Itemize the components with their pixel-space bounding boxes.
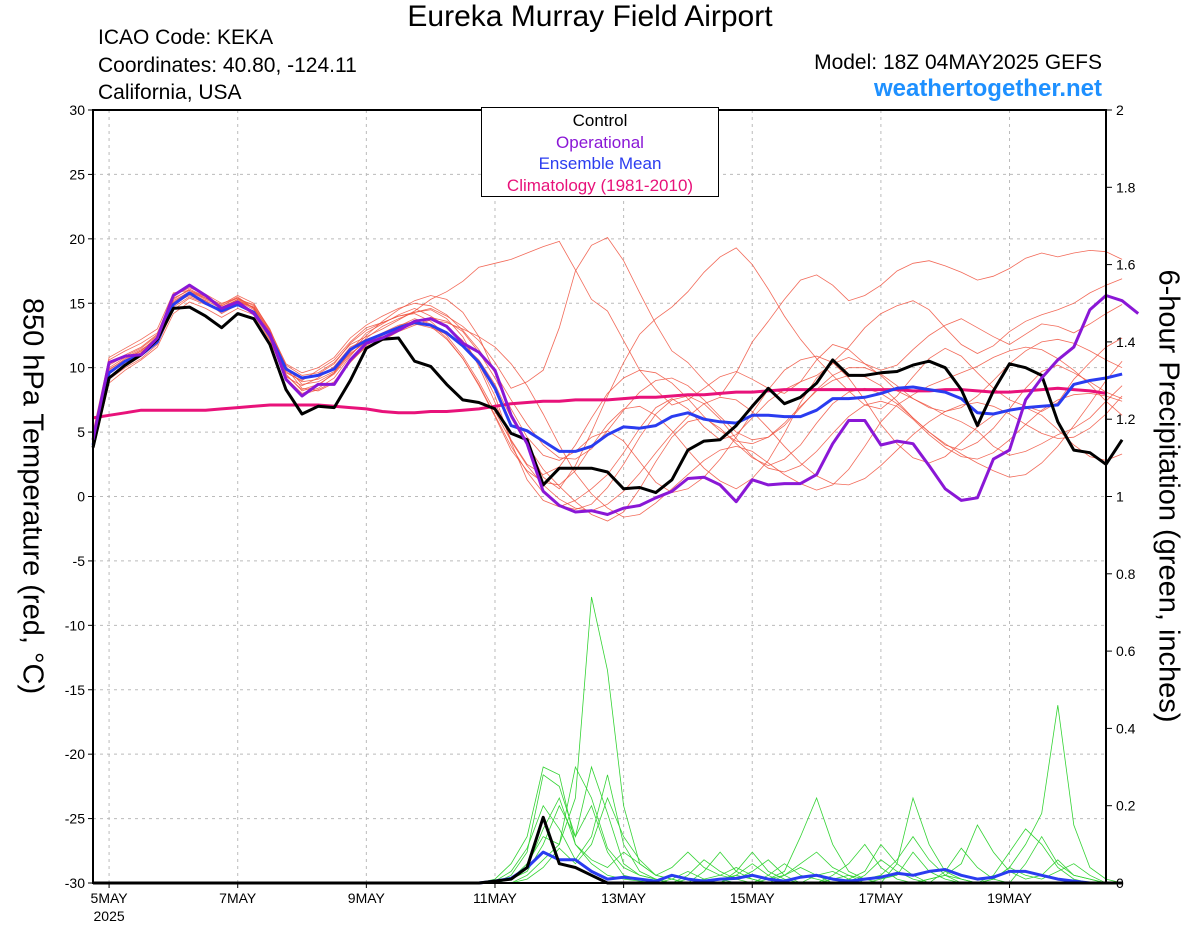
temperature-member-line	[92, 292, 1123, 510]
chart-title: Eureka Murray Field Airport	[407, 0, 773, 33]
precip-member-line	[93, 766, 1123, 884]
y-right-tick-label: 0.8	[1116, 566, 1136, 582]
temperature-member-line	[92, 296, 1123, 494]
y-right-tick-label: 0	[1116, 875, 1124, 891]
region: California, USA	[98, 81, 242, 104]
temperature-member-line	[92, 288, 1123, 508]
legend-operational: Operational	[556, 132, 644, 152]
x-axis-ticks: 5MAY 2025 7MAY 9MAY 11MAY 13MAY 15MAY 17MAY 19MA…	[91, 883, 1033, 924]
y-left-tick-label: 30	[69, 102, 85, 118]
y-axis-left-label: 850 hPa Temperature (red, °C)	[16, 297, 49, 695]
y-right-tick-label: 1.2	[1116, 411, 1136, 427]
y-left-tick-label: -25	[65, 811, 85, 827]
y-right-tick-label: 1	[1116, 489, 1124, 505]
y-right-tick-label: 2	[1116, 102, 1124, 118]
legend-ensemble-mean: Ensemble Mean	[538, 154, 662, 173]
x-tick-label: 13MAY	[601, 890, 647, 906]
precip-member-line	[93, 796, 1123, 884]
x-tick-label: 15MAY	[730, 890, 776, 906]
ensemble-members-precipitation	[93, 596, 1123, 884]
x-tick-label: 5MAY	[91, 890, 129, 906]
y-axis-right-label: 6-hour Precipitation (green, inches)	[1152, 269, 1185, 723]
y-left-tick-label: -20	[65, 746, 85, 762]
y-right-tick-label: 0.2	[1116, 798, 1136, 814]
temperature-member-line	[92, 278, 1123, 490]
y-right-tick-label: 1.4	[1116, 334, 1136, 350]
y-right-tick-label: 0.4	[1116, 720, 1136, 736]
x-tick-label: 11MAY	[473, 890, 517, 906]
x-tick-label: 19MAY	[987, 890, 1033, 906]
gridlines	[93, 110, 1106, 883]
y-left-tick-label: 0	[77, 489, 85, 505]
icao-code: ICAO Code: KEKA	[98, 26, 274, 49]
model-run: Model: 18Z 04MAY2025 GEFS	[814, 51, 1102, 74]
y-left-tick-label: 5	[77, 424, 85, 440]
y-left-tick-label: -15	[65, 682, 85, 698]
x-tick-label: 7MAY	[219, 890, 257, 906]
y-left-tick-label: -5	[73, 553, 86, 569]
coordinates: Coordinates: 40.80, -124.11	[98, 54, 357, 77]
legend-control: Control	[572, 111, 628, 130]
temperature-member-line	[92, 240, 1123, 443]
y-left-tick-label: -30	[65, 875, 85, 891]
y-right-tick-label: 1.6	[1116, 257, 1136, 273]
ensemble-members-temperature	[92, 236, 1123, 522]
temperature-member-line	[92, 289, 1123, 460]
precip-member-line	[93, 596, 1123, 884]
y-left-tick-label: 10	[69, 360, 85, 376]
control-precip-line	[93, 815, 1123, 885]
precip-member-line	[93, 774, 1123, 884]
y-right-tick-label: 1.8	[1116, 179, 1136, 195]
y-left-tick-label: -10	[65, 617, 85, 633]
y-axis-left-ticks: 30 25 20 15 10 5 0 -5 -10 -15 -20 -25 -30	[65, 102, 93, 891]
legend-climatology: Climatology (1981-2010)	[506, 175, 694, 195]
y-axis-right-ticks: 2 1.8 1.6 1.4 1.2 1 0.8 0.6 0.4 0.2 0	[1106, 102, 1136, 891]
x-tick-sublabel: 2025	[94, 908, 125, 924]
site-link[interactable]: weathertogether.net	[873, 75, 1102, 102]
main-series-lines	[91, 283, 1140, 885]
y-left-tick-label: 20	[69, 231, 85, 247]
precip-member-line	[93, 765, 1123, 884]
precip-member-line	[93, 796, 1123, 884]
y-left-tick-label: 15	[69, 295, 85, 311]
temperature-member-line	[92, 247, 1123, 490]
control-temp-line	[91, 305, 1124, 495]
y-right-tick-label: 0.6	[1116, 643, 1136, 659]
precip-member-line	[93, 774, 1123, 884]
y-left-tick-label: 25	[69, 166, 85, 182]
x-tick-label: 9MAY	[348, 890, 386, 906]
chart-legend: Control Operational Ensemble Mean Climat…	[481, 107, 719, 197]
x-tick-label: 17MAY	[858, 890, 904, 906]
operational-temp-line	[91, 283, 1140, 516]
